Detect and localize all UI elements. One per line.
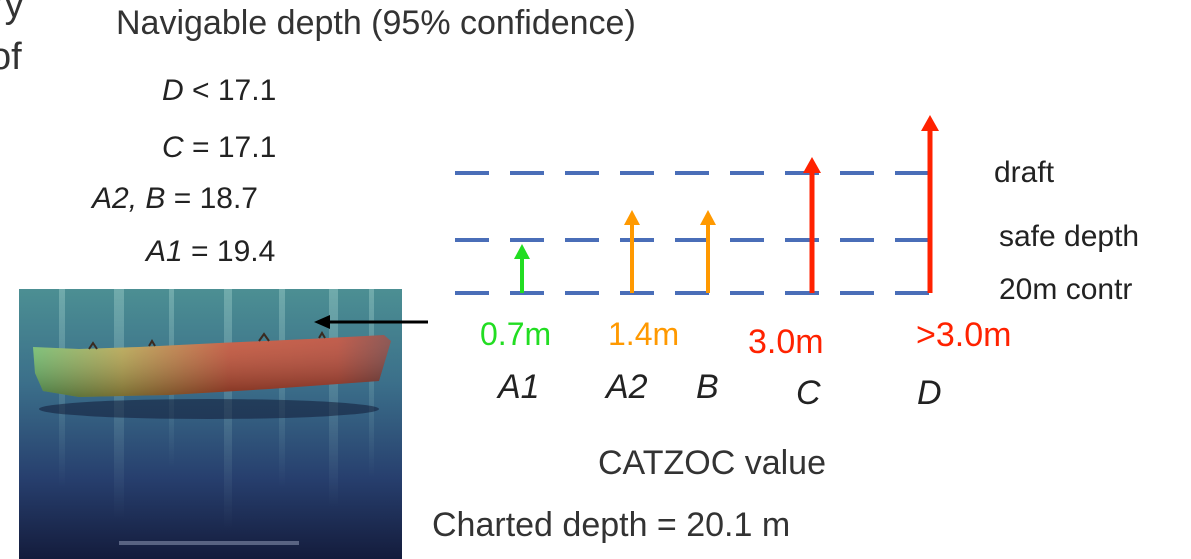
category-b: B: [696, 368, 719, 406]
uncertainty-label-d: >3.0m: [916, 316, 1012, 354]
category-a2: A2: [606, 368, 648, 406]
wreck-shadow: [39, 399, 379, 419]
arrow-c-uncertainty: [803, 157, 821, 293]
arrow-d-uncertainty: [921, 115, 939, 293]
catzoc-axis-label: CATZOC value: [598, 444, 826, 482]
navigable-depth-title: Navigable depth (95% confidence): [116, 4, 636, 42]
level-label-contour: 20m contr: [999, 273, 1133, 306]
level-label-draft: draft: [994, 156, 1055, 189]
depth-row-c: C = 17.1: [162, 131, 277, 164]
depth-row-d: D < 17.1: [162, 74, 277, 107]
category-d: D: [917, 374, 942, 412]
sonar-wreck-image: [19, 289, 402, 559]
clipped-text-line-2: of: [0, 36, 22, 78]
charted-depth-label: Charted depth = 20.1 m: [432, 506, 791, 544]
arrow-b-uncertainty: [700, 210, 716, 293]
depth-row-a2-b: A2, B = 18.7: [92, 182, 258, 215]
uncertainty-label-c: 3.0m: [748, 323, 824, 361]
depth-row-a1: A1 = 19.4: [146, 235, 276, 268]
level-label-safe-depth: safe depth: [999, 220, 1140, 253]
arrow-a2-uncertainty: [624, 210, 640, 293]
uncertainty-label-a1: 0.7m: [480, 316, 552, 352]
sonar-background: [19, 289, 402, 559]
wreck-deck-features: [88, 331, 326, 350]
category-a1: A1: [498, 368, 540, 406]
arrow-a1-uncertainty: [514, 244, 530, 293]
uncertainty-label-a2-b: 1.4m: [608, 316, 680, 352]
left-arrow-icon: [314, 315, 428, 329]
clipped-text-line-1: ry: [0, 0, 24, 26]
category-c: C: [796, 374, 821, 412]
image-caption-strip: [119, 541, 299, 545]
wreck-hull-shade: [33, 335, 391, 397]
